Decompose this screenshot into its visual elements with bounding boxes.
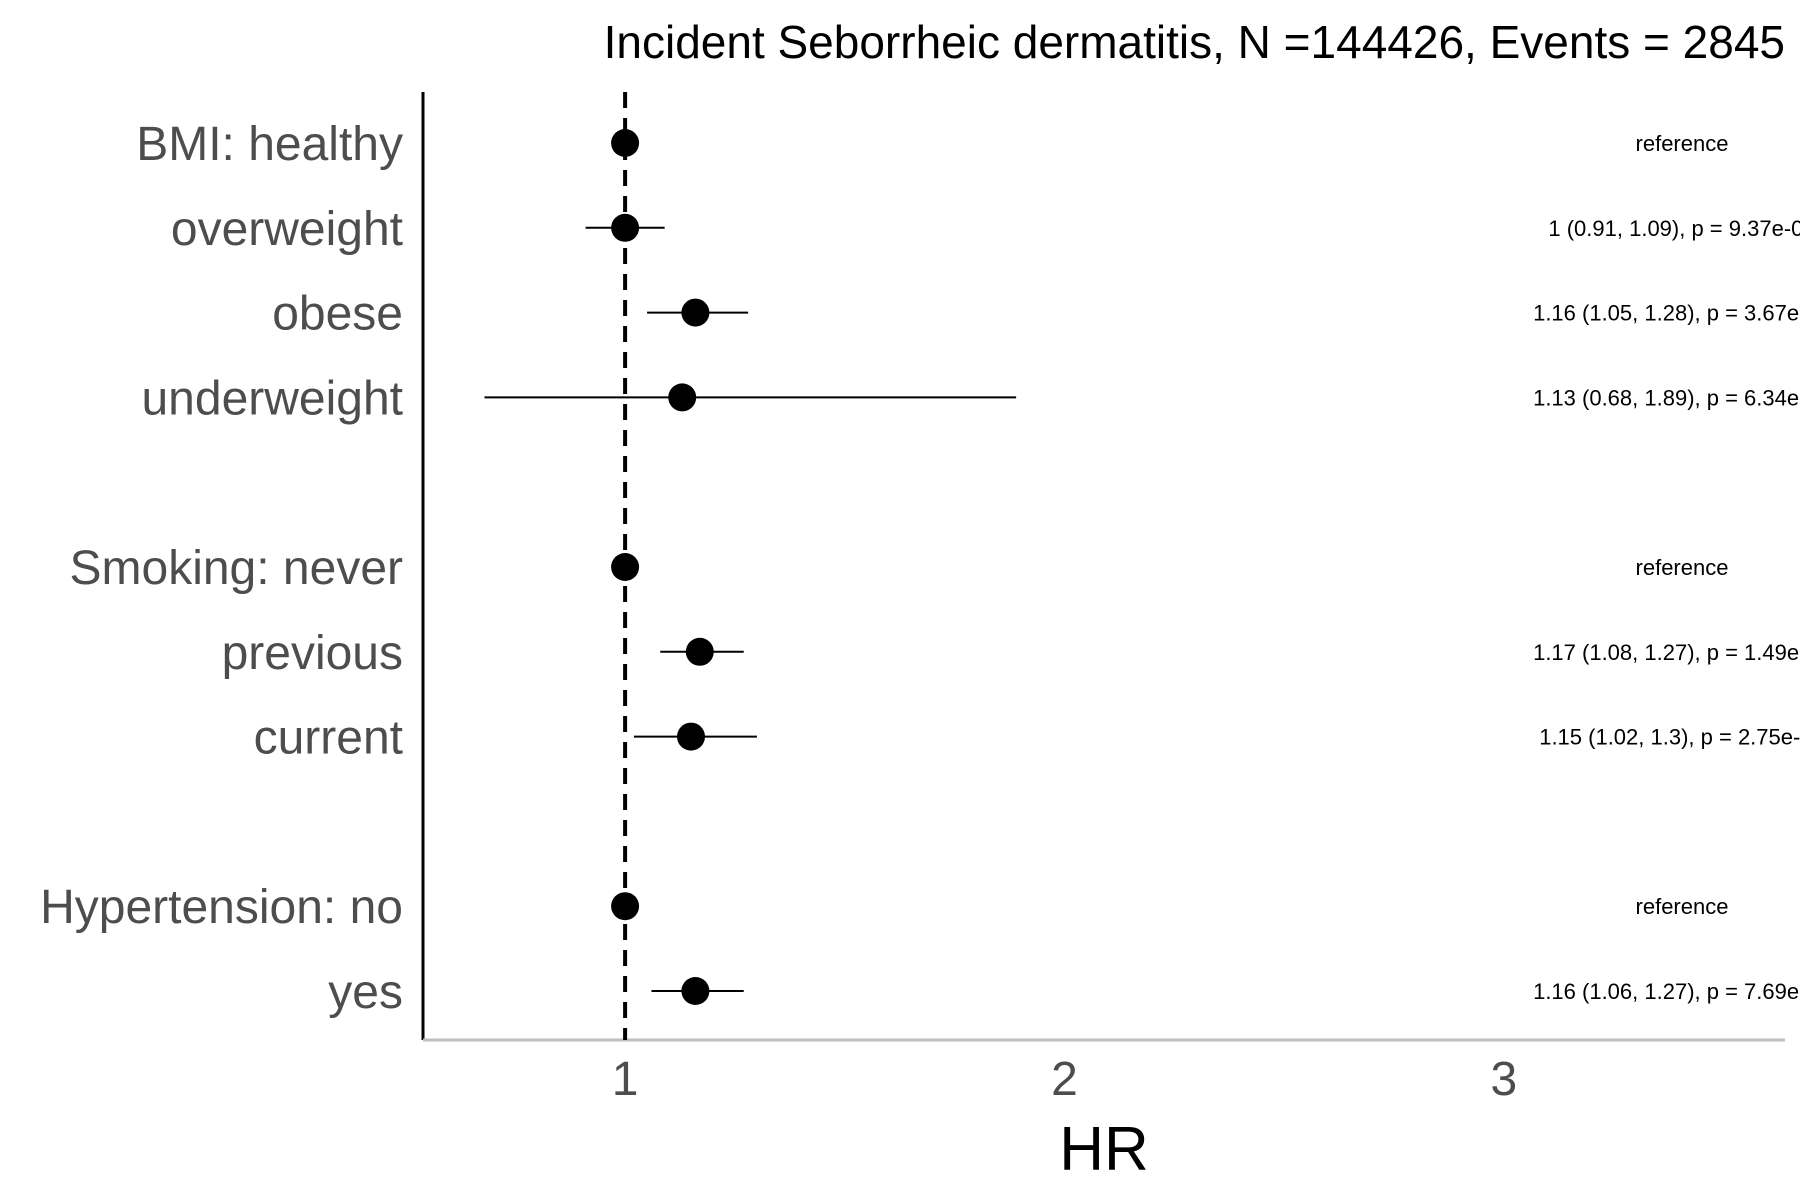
forest-row: Smoking: never reference — [70, 542, 1729, 595]
forest-row: previous 1.17 (1.08, 1.27), p = 1.49e-04 — [222, 627, 1800, 680]
hr-point — [668, 383, 697, 412]
x-axis-ticks: 1 2 3 — [612, 1053, 1517, 1106]
estimate-annotation: 1.13 (0.68, 1.89), p = 6.34e-01 — [1533, 385, 1800, 410]
hr-point — [611, 213, 640, 242]
forest-row: obese 1.16 (1.05, 1.28), p = 3.67e-03 — [272, 288, 1800, 341]
x-tick-label: 2 — [1051, 1053, 1078, 1106]
forest-row: yes 1.16 (1.06, 1.27), p = 7.69e-04 — [328, 966, 1800, 1019]
x-axis-title: HR — [1059, 1115, 1149, 1184]
row-label: obese — [272, 288, 403, 341]
estimate-annotation: 1.16 (1.05, 1.28), p = 3.67e-03 — [1533, 301, 1800, 326]
row-label: Smoking: never — [70, 542, 404, 595]
hr-point — [681, 977, 710, 1005]
row-label: Hypertension: no — [40, 881, 403, 934]
row-label: current — [254, 712, 403, 765]
row-label: yes — [328, 966, 403, 1019]
x-tick-label: 1 — [612, 1053, 639, 1106]
estimate-annotation: 1.15 (1.02, 1.3), p = 2.75e-02 — [1539, 725, 1800, 750]
forest-row: Hypertension: no reference — [40, 881, 1728, 934]
hr-point — [611, 553, 640, 581]
estimate-annotation: reference — [1636, 555, 1729, 580]
hr-point — [677, 722, 706, 751]
row-label: underweight — [141, 372, 403, 425]
forest-row: BMI: healthy reference — [136, 118, 1728, 171]
row-label: previous — [222, 627, 403, 680]
estimate-annotation: 1 (0.91, 1.09), p = 9.37e-01 — [1548, 216, 1800, 241]
hr-point — [611, 129, 640, 157]
row-label: overweight — [171, 203, 403, 256]
hr-point — [611, 892, 640, 921]
estimate-annotation: reference — [1636, 131, 1729, 156]
forest-row: underweight 1.13 (0.68, 1.89), p = 6.34e-… — [141, 372, 1800, 425]
chart-title: Incident Seborrheic dermatitis, N =14442… — [604, 16, 1785, 68]
forest-row: overweight 1 (0.91, 1.09), p = 9.37e-01 — [171, 203, 1800, 256]
x-tick-label: 3 — [1490, 1053, 1517, 1106]
forest-row: current 1.15 (1.02, 1.3), p = 2.75e-02 — [254, 712, 1800, 765]
forest-rows: BMI: healthy reference overweight 1 (0.91, … — [40, 118, 1800, 1019]
estimate-annotation: 1.16 (1.06, 1.27), p = 7.69e-04 — [1533, 979, 1800, 1004]
hr-point — [681, 298, 710, 327]
row-label: BMI: healthy — [136, 118, 403, 171]
hr-point — [685, 637, 714, 666]
estimate-annotation: 1.17 (1.08, 1.27), p = 1.49e-04 — [1533, 640, 1800, 665]
estimate-annotation: reference — [1636, 894, 1729, 919]
